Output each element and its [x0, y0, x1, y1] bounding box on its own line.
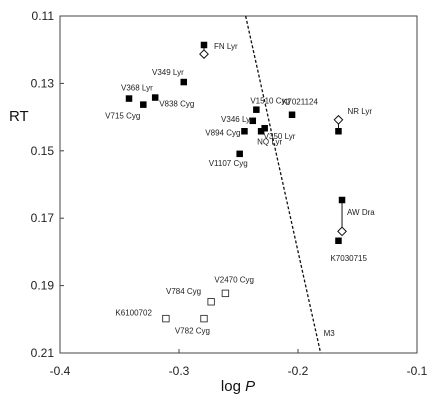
- plot-frame: [59, 15, 418, 354]
- x-axis-title-text: log: [221, 378, 245, 395]
- point-label: V349 Lyr: [152, 68, 184, 77]
- point-label: V1107 Cyg: [209, 159, 248, 168]
- filled-square-point: [236, 150, 243, 158]
- open-square-point: [207, 298, 215, 306]
- point-label: V2470 Cyg: [214, 275, 254, 284]
- point-label: V346 Lyr: [221, 115, 253, 124]
- point-label: NR Lyr: [347, 107, 372, 116]
- axis-ticks: -0.4 -0.3 -0.2 -0.1 0.11 0.13 0.15 0.17 0.19 0.21: [31, 9, 428, 378]
- filled-square-point: [288, 111, 296, 118]
- data-points: [125, 41, 347, 323]
- x-tick-label: -0.2: [288, 364, 309, 378]
- open-diamond-point: [337, 226, 347, 237]
- filled-square-point: [335, 128, 342, 135]
- point-label: V350 Lyr: [264, 132, 296, 141]
- open-square-point: [200, 314, 208, 323]
- y-tick-label: 0.15: [31, 144, 55, 158]
- filled-square-point: [257, 128, 265, 135]
- x-axis-title-variable: P: [245, 378, 255, 395]
- filled-square-point: [140, 101, 147, 108]
- point-label: V368 Lyr: [121, 84, 153, 93]
- point-label: K7030715: [330, 254, 367, 263]
- point-label: FN Lyr: [214, 42, 238, 51]
- filled-square-point: [253, 106, 260, 113]
- filled-square-point: [125, 95, 133, 102]
- point-label: NQ Lyr: [257, 137, 282, 146]
- point-label: V784 Cyg: [166, 287, 201, 296]
- point-labels: FN Lyr V349 Lyr V368 Lyr V715 Cyg V838 Cyg V1…: [105, 42, 375, 336]
- filled-square-point: [180, 78, 188, 86]
- filled-square-point: [249, 117, 257, 125]
- filled-square-point: [261, 124, 268, 132]
- point-label: AW Dra: [347, 208, 375, 217]
- m3-line-label: M3: [324, 329, 336, 338]
- point-label: V894 Cyg: [205, 128, 240, 137]
- x-axis-title: log P: [221, 378, 255, 395]
- y-axis-title: RT: [9, 108, 29, 125]
- m3-reference-line-group: M3: [245, 15, 336, 354]
- open-square-point: [221, 289, 230, 298]
- point-label: K6100702: [115, 309, 152, 318]
- x-tick-label: -0.1: [407, 364, 428, 378]
- filled-square-point: [151, 94, 159, 101]
- point-label: V1510 Cyg: [250, 97, 290, 106]
- m3-reference-line: [245, 15, 322, 354]
- filled-square-point: [338, 196, 346, 204]
- y-tick-label: 0.21: [31, 346, 55, 360]
- y-tick-label: 0.19: [31, 279, 55, 293]
- y-tick-label: 0.11: [32, 9, 55, 23]
- filled-square-point: [335, 237, 342, 245]
- point-label: V782 Cyg: [175, 327, 210, 336]
- filled-square-point: [200, 41, 208, 49]
- y-tick-label: 0.17: [31, 211, 55, 225]
- y-tick-label: 0.13: [31, 76, 55, 90]
- open-square-point: [162, 314, 170, 323]
- point-label: V715 Cyg: [105, 112, 140, 121]
- x-tick-label: -0.4: [50, 364, 71, 378]
- point-label: V838 Cyg: [159, 100, 194, 109]
- open-diamond-point: [333, 114, 344, 125]
- filled-square-point: [241, 128, 248, 135]
- open-diamond-point: [199, 49, 209, 59]
- point-label: K7021124: [282, 98, 318, 107]
- x-tick-label: -0.3: [169, 364, 190, 378]
